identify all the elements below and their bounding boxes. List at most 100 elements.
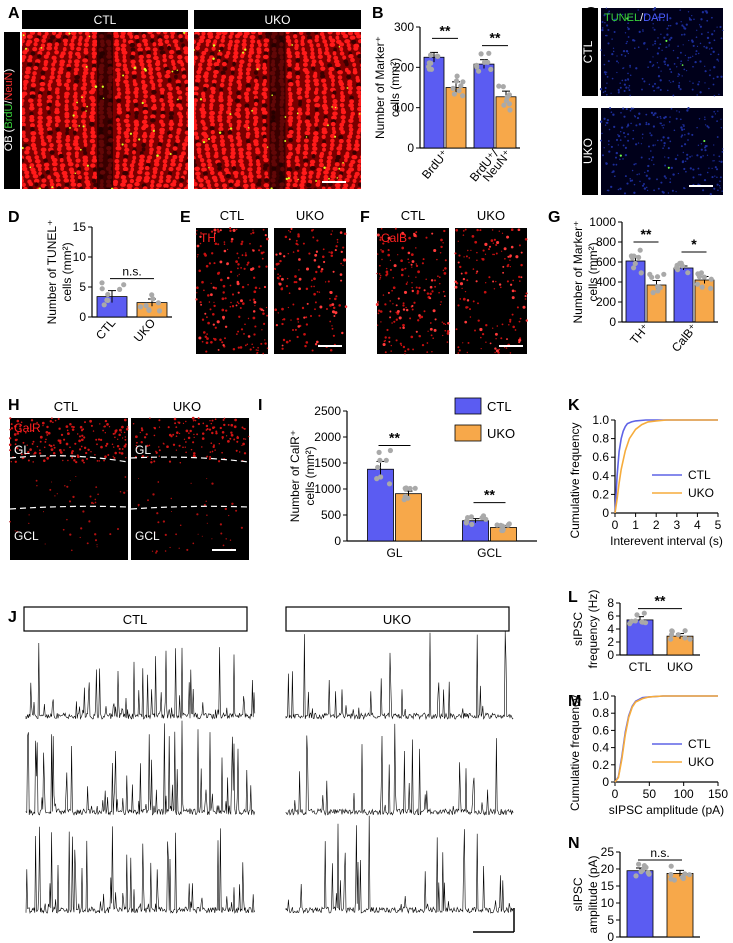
speckle [209, 308, 212, 311]
speckle [141, 101, 144, 105]
speckle [645, 186, 648, 189]
speckle [720, 160, 723, 163]
brdu-cells [194, 44, 361, 189]
cell-body [36, 102, 43, 107]
speckle [667, 192, 670, 194]
cell-body [149, 187, 154, 189]
speckle [281, 286, 283, 289]
speckle [236, 252, 239, 255]
speckle [684, 160, 687, 163]
speckle [52, 421, 54, 424]
speckle [697, 144, 700, 146]
speckle [689, 155, 692, 158]
speckle [317, 265, 321, 269]
data-point [643, 864, 649, 871]
data-point [496, 83, 502, 89]
cell-body [230, 32, 234, 36]
speckle [45, 430, 49, 434]
cell-body [168, 111, 175, 116]
cell-body [369, 151, 374, 155]
cell-body [285, 35, 291, 40]
cell-body [117, 130, 122, 135]
speckle [229, 305, 232, 308]
speckle [481, 332, 485, 336]
speckle [387, 291, 390, 294]
speckle [219, 523, 223, 526]
category-label: UKO [667, 660, 693, 674]
y-tick-label: 15 [601, 879, 615, 893]
cell-body [306, 126, 311, 132]
data-point [708, 276, 714, 282]
cell-body [256, 174, 262, 179]
speckle [519, 280, 521, 282]
speckle [652, 125, 656, 128]
speckle [630, 107, 633, 110]
speckle [45, 438, 47, 441]
speckle [462, 297, 466, 301]
speckle [9, 520, 11, 523]
speckle [472, 268, 475, 270]
data-point [412, 485, 418, 491]
cell-body [180, 62, 185, 67]
speckle [459, 282, 464, 286]
speckle [613, 125, 616, 129]
cell-body [228, 187, 234, 189]
speckle [664, 115, 667, 119]
speckle [129, 132, 133, 135]
cell-body [332, 90, 337, 95]
speckle [680, 21, 682, 23]
cell-body [263, 157, 269, 163]
cell-body [303, 58, 309, 63]
cell-body [78, 37, 82, 43]
cell-body [89, 121, 95, 127]
cell-body [332, 166, 338, 172]
cell-body [148, 139, 155, 144]
panel-letter-g: G [548, 209, 560, 226]
speckle [223, 249, 227, 253]
speckle [217, 230, 220, 233]
cell-body [352, 70, 358, 75]
speckle [81, 459, 84, 462]
cell-body [148, 67, 154, 72]
speckle [296, 112, 299, 115]
speckle [225, 538, 227, 540]
speckle [656, 116, 659, 119]
speckle [280, 287, 284, 291]
speckle [641, 184, 645, 187]
cell-body [47, 90, 51, 96]
speckle [708, 74, 711, 77]
significance-label: ** [490, 30, 501, 46]
speckle [408, 261, 410, 264]
speckle [288, 238, 291, 241]
speckle [51, 417, 53, 420]
cell-body [349, 95, 354, 100]
speckle [74, 442, 77, 445]
speckle [140, 428, 144, 432]
dapi-nuclei [600, 106, 724, 196]
category-label: BrdU⁺ [419, 147, 451, 182]
speckle [103, 459, 105, 462]
speckle [704, 149, 707, 152]
cell-body [167, 91, 173, 97]
speckle [673, 63, 676, 65]
cell-body [38, 171, 42, 176]
speckle [138, 138, 141, 141]
speckle [202, 140, 206, 144]
cell-body [298, 102, 302, 107]
cell-body [264, 47, 270, 53]
speckle [419, 316, 422, 319]
panel-a-uko-image [194, 32, 374, 189]
speckle [699, 173, 702, 176]
stained-cells-bright [195, 228, 267, 351]
cell-body [33, 42, 38, 47]
data-point [460, 79, 466, 85]
cell-body [256, 50, 262, 55]
speckle [198, 269, 201, 273]
cell-body [305, 110, 311, 116]
speckle [395, 318, 398, 321]
cell-body [73, 79, 80, 84]
speckle [612, 50, 615, 53]
speckle [620, 126, 624, 129]
speckle [679, 118, 682, 121]
cell-body [187, 63, 188, 65]
